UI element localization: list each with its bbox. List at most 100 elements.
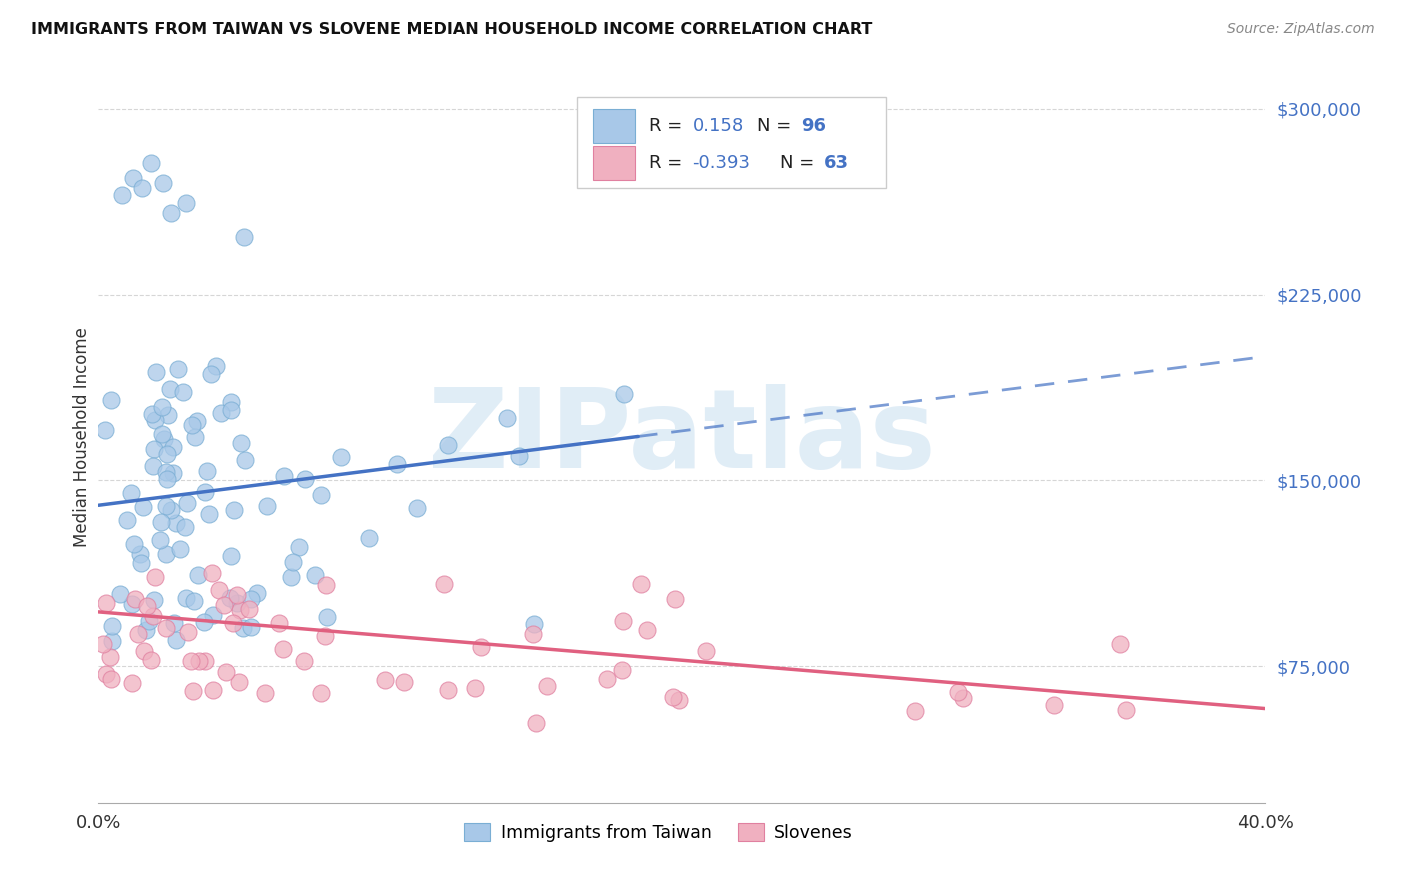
Point — [155, 465, 177, 479]
Point — [156, 472, 179, 486]
Point — [226, 596, 249, 610]
Point — [155, 499, 177, 513]
Point — [201, 683, 224, 698]
Point — [524, 716, 547, 731]
Point — [292, 655, 315, 669]
Point — [612, 386, 634, 401]
Point — [100, 619, 122, 633]
Point — [219, 402, 242, 417]
Point — [256, 499, 278, 513]
Point — [523, 617, 546, 632]
Point — [219, 591, 242, 605]
Point — [253, 686, 276, 700]
Text: 0.158: 0.158 — [692, 117, 744, 136]
Point — [152, 176, 174, 190]
Point — [662, 690, 685, 704]
Point — [176, 496, 198, 510]
Point — [186, 414, 208, 428]
Text: R =: R = — [650, 153, 688, 172]
Point — [149, 515, 172, 529]
Point — [94, 423, 117, 437]
Point — [294, 472, 316, 486]
Point — [131, 500, 153, 514]
Point — [1115, 703, 1137, 717]
Point — [173, 520, 195, 534]
Point — [200, 367, 222, 381]
Point — [160, 205, 183, 219]
Point — [98, 649, 121, 664]
Point — [283, 555, 305, 569]
Point — [135, 623, 157, 637]
Point — [522, 626, 544, 640]
Point — [110, 587, 132, 601]
Point — [374, 673, 396, 687]
Point — [394, 674, 416, 689]
Point — [177, 624, 200, 639]
Point — [163, 615, 186, 630]
Point — [209, 406, 232, 420]
Point — [314, 629, 336, 643]
Point — [309, 488, 332, 502]
Point — [221, 394, 243, 409]
Point — [205, 359, 228, 374]
Point — [231, 436, 253, 450]
Point — [128, 547, 150, 561]
Point — [142, 442, 165, 457]
Y-axis label: Median Household Income: Median Household Income — [73, 327, 91, 547]
Text: 63: 63 — [824, 153, 849, 172]
Point — [201, 608, 224, 623]
Point — [508, 449, 530, 463]
Point — [197, 507, 219, 521]
Point — [187, 567, 209, 582]
Point — [612, 614, 634, 628]
Point — [131, 181, 153, 195]
Point — [224, 502, 246, 516]
Point — [138, 614, 160, 628]
Point — [127, 627, 149, 641]
Point — [165, 516, 187, 531]
Point — [221, 549, 243, 563]
Point — [187, 654, 209, 668]
Point — [100, 392, 122, 407]
Text: Source: ZipAtlas.com: Source: ZipAtlas.com — [1227, 22, 1375, 37]
Point — [115, 513, 138, 527]
Point — [470, 640, 492, 655]
Point — [150, 427, 173, 442]
Point — [273, 469, 295, 483]
Point — [695, 644, 717, 658]
Point — [156, 447, 179, 461]
Point — [143, 570, 166, 584]
Point — [288, 540, 311, 554]
Legend: Immigrants from Taiwan, Slovenes: Immigrants from Taiwan, Slovenes — [457, 816, 860, 849]
Point — [139, 653, 162, 667]
Point — [167, 362, 190, 376]
Point — [124, 591, 146, 606]
Point — [129, 556, 152, 570]
Point — [165, 632, 187, 647]
Point — [122, 537, 145, 551]
Point — [142, 459, 165, 474]
Point — [946, 685, 969, 699]
Point — [162, 466, 184, 480]
Point — [240, 591, 263, 606]
Text: -0.393: -0.393 — [692, 153, 751, 172]
Point — [160, 503, 183, 517]
Point — [536, 679, 558, 693]
Point — [149, 533, 172, 547]
Point — [91, 637, 114, 651]
Point — [180, 654, 202, 668]
Point — [174, 195, 197, 210]
Point — [304, 568, 326, 582]
Point — [630, 576, 652, 591]
Point — [240, 620, 263, 634]
Point — [96, 596, 118, 610]
Point — [405, 501, 427, 516]
Point — [612, 663, 634, 677]
Point — [952, 691, 974, 706]
Point — [1108, 637, 1130, 651]
Point — [181, 684, 204, 698]
Point — [221, 616, 243, 631]
Point — [153, 433, 176, 447]
Point — [121, 675, 143, 690]
Point — [155, 547, 177, 561]
